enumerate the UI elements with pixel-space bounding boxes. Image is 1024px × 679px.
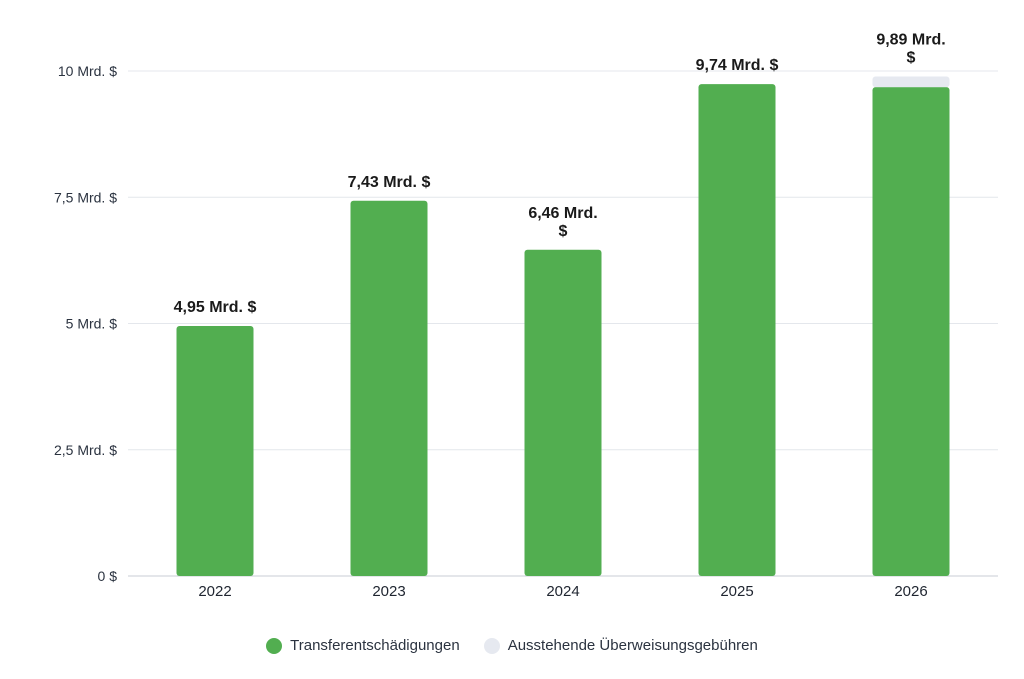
y-tick-label: 2,5 Mrd. $: [54, 442, 117, 458]
bar-segment: [872, 76, 950, 88]
legend-label-transfer: Transferentschädigungen: [290, 637, 460, 654]
bar-segment: [698, 84, 776, 576]
data-label: 7,43 Mrd. $: [348, 174, 431, 191]
bar-segment: [524, 249, 602, 576]
legend-swatch-transfer: [266, 637, 283, 654]
x-tick-label: 2026: [894, 583, 927, 600]
legend-swatch-pending: [483, 637, 500, 654]
x-tick-label: 2022: [198, 583, 231, 600]
data-label: $: [907, 50, 916, 67]
x-tick-label: 2024: [546, 583, 579, 600]
y-tick-label: 5 Mrd. $: [66, 316, 118, 332]
data-label: 9,89 Mrd.: [876, 32, 945, 49]
bar-segment: [350, 200, 428, 576]
data-label: 9,74 Mrd. $: [696, 57, 779, 74]
legend-item-pending: Ausstehende Überweisungsgebühren: [483, 637, 758, 654]
data-label: 4,95 Mrd. $: [174, 299, 257, 316]
y-tick-label: 0 $: [98, 568, 118, 584]
data-label: 6,46 Mrd.: [528, 205, 597, 222]
bar-chart: 0 $ 2,5 Mrd. $ 5 Mrd. $ 7,5 Mrd. $ 10 Mrd. $…: [54, 32, 998, 600]
legend-item-transfer: Transferentschädigungen: [266, 637, 460, 654]
data-label: $: [559, 223, 568, 240]
bar-segment: [176, 326, 254, 576]
legend-label-pending: Ausstehende Überweisungsgebühren: [507, 637, 758, 654]
x-tick-label: 2023: [372, 583, 405, 600]
x-tick-label: 2025: [720, 583, 753, 600]
y-tick-label: 7,5 Mrd. $: [54, 189, 117, 205]
legend: Transferentschädigungen Ausstehende Über…: [0, 637, 1024, 654]
y-tick-label: 10 Mrd. $: [58, 63, 117, 79]
bar-segment: [872, 87, 950, 576]
